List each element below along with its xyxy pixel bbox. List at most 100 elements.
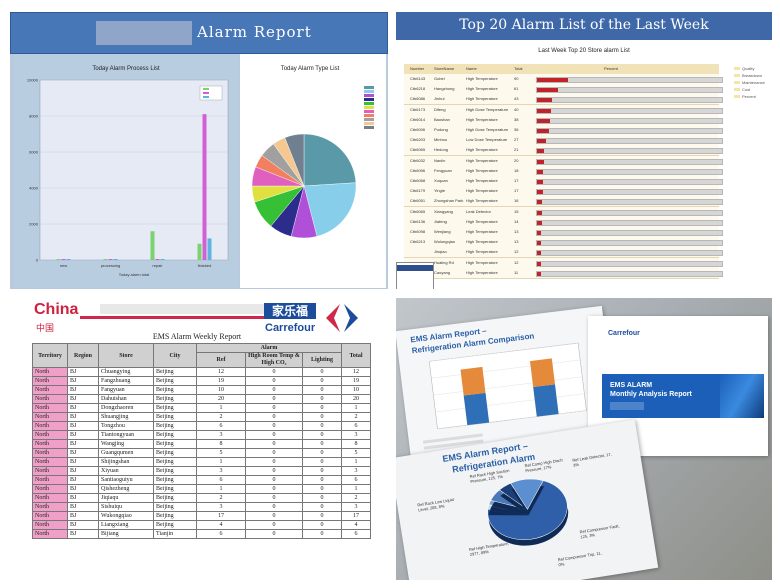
percent-bar-fill xyxy=(537,251,542,256)
table-cell: 12 xyxy=(341,367,371,377)
table-row: North BJ Guangqumen Beijing 5 0 0 5 xyxy=(32,448,371,458)
table-cell: 61 xyxy=(514,86,519,92)
table-cell: 5 xyxy=(341,448,371,458)
redacted-corner xyxy=(396,262,434,289)
percent-bar-fill xyxy=(537,190,543,195)
table-cell: North xyxy=(32,448,68,458)
table-row: North BJ Shuangjing Beijing 2 0 0 2 xyxy=(32,412,371,422)
process-chart-title: Today Alarm Process List xyxy=(92,66,160,72)
table-row: North BJ Qishezheng Beijing 1 0 0 1 xyxy=(32,484,371,494)
table-cell: Ctb6173 xyxy=(410,106,426,112)
table-cell: BJ xyxy=(67,367,99,377)
table-row: Caoyang High Temperature 11 xyxy=(404,267,723,279)
alarm-report-title: Alarm Report xyxy=(197,23,312,41)
table-cell: Beijing xyxy=(153,403,197,413)
table-cell: Wukongqiao xyxy=(98,511,154,521)
table-cell: Ctb6096 xyxy=(410,167,426,173)
bar xyxy=(160,259,165,260)
legend-swatch xyxy=(734,74,740,77)
table-cell: 0 xyxy=(245,403,303,413)
percent-bar xyxy=(536,107,723,114)
table-cell: Ctb6179 xyxy=(410,188,426,194)
table-cell: Fengyuan xyxy=(434,167,452,173)
table-cell: High Temperature xyxy=(466,147,498,153)
percent-bar xyxy=(536,158,723,165)
table-row: North BJ Dongzhaoren Beijing 1 0 0 1 xyxy=(32,403,371,413)
table-cell: 12 xyxy=(514,259,519,265)
type-list-chart: Today Alarm Type List xyxy=(251,66,374,239)
y-tick-label: 6000 xyxy=(29,150,39,155)
table-cell: 17 xyxy=(196,511,246,521)
table-cell: Beijing xyxy=(153,493,197,503)
percent-bar-fill xyxy=(537,78,568,82)
legend-label: Quality xyxy=(742,66,755,71)
table-cell: 6 xyxy=(341,421,371,431)
bar xyxy=(66,259,71,260)
table-cell: 0 xyxy=(302,412,342,422)
pie-slice xyxy=(303,133,357,187)
table-cell: Beijing xyxy=(153,412,197,422)
percent-bar xyxy=(536,117,723,124)
table-cell: 0 xyxy=(245,439,303,449)
table-cell: 38 xyxy=(514,116,519,122)
table-cell: 1 xyxy=(341,457,371,467)
table-cell: Hedong xyxy=(434,147,449,153)
table-cell: 20 xyxy=(341,394,371,404)
table-cell: BJ xyxy=(67,475,99,485)
table-cell: 0 xyxy=(245,493,303,503)
table-cell: High Dose Temperature xyxy=(466,127,509,132)
table-cell: Wangjing xyxy=(98,439,154,449)
percent-bar xyxy=(536,148,723,155)
legend-label: Maintenance xyxy=(742,80,765,85)
y-tick-label: 4000 xyxy=(29,186,39,191)
table-row: North BJ Jiqiaqu Beijing 2 0 0 2 xyxy=(32,493,371,503)
table-cell: Hangzhong xyxy=(434,86,455,92)
table-cell: 0 xyxy=(302,493,342,503)
table-cell: 0 xyxy=(302,529,342,539)
col-region: Region xyxy=(67,343,99,368)
table-cell: 0 xyxy=(302,439,342,449)
table-cell: 0 xyxy=(302,457,342,467)
bar xyxy=(113,259,118,260)
percent-bar-fill xyxy=(537,180,543,184)
process-list-panel: Today Alarm Process List 0 2000 4000 6000 800… xyxy=(14,54,238,288)
plot-area xyxy=(39,79,229,261)
legend-item: Maintenance xyxy=(734,80,765,85)
table-cell: 8 xyxy=(341,439,371,449)
table-cell: Beijing xyxy=(153,502,197,512)
table-cell: 1 xyxy=(341,484,371,494)
x-axis-label: Today alarm total xyxy=(119,272,150,277)
legend-line xyxy=(423,439,484,450)
legend-item: Quality xyxy=(734,66,765,71)
legend-item: Percent xyxy=(734,94,765,99)
table-cell: BJ xyxy=(67,493,99,503)
table-cell: BJ xyxy=(67,412,99,422)
table-cell: High Temperature xyxy=(466,178,498,183)
percent-bar xyxy=(536,260,723,267)
percent-bar xyxy=(536,219,723,226)
table-cell: Beijing xyxy=(153,520,197,530)
col-lighting: Lighting xyxy=(302,352,342,368)
table-cell: High Temperature xyxy=(466,96,498,102)
col-alarm-group: Alarm xyxy=(196,343,342,353)
table-cell: Caoyang xyxy=(434,269,451,275)
percent-bar xyxy=(536,240,723,247)
table-cell: Beijing xyxy=(153,466,197,476)
percent-bar-fill xyxy=(537,271,541,276)
table-cell: 0 xyxy=(245,448,303,458)
table-cell: North xyxy=(32,394,68,404)
column-header: Total xyxy=(514,66,523,71)
table-cell: 0 xyxy=(302,367,342,377)
table-cell: Wenjiang xyxy=(434,229,451,234)
table-cell: 10 xyxy=(196,385,246,395)
table-cell: Beijing xyxy=(153,475,197,485)
table-cell: Ctb6065 xyxy=(410,208,426,214)
carrefour-logo-en: Carrefour xyxy=(265,322,316,334)
table-cell: Ctb6051 xyxy=(410,198,426,204)
bar xyxy=(150,231,155,260)
legend-line xyxy=(422,433,483,444)
col-territory: Territory xyxy=(32,343,68,368)
table-cell: 0 xyxy=(302,484,342,494)
table-cell: BJ xyxy=(67,394,99,404)
table-cell: North xyxy=(32,439,68,449)
